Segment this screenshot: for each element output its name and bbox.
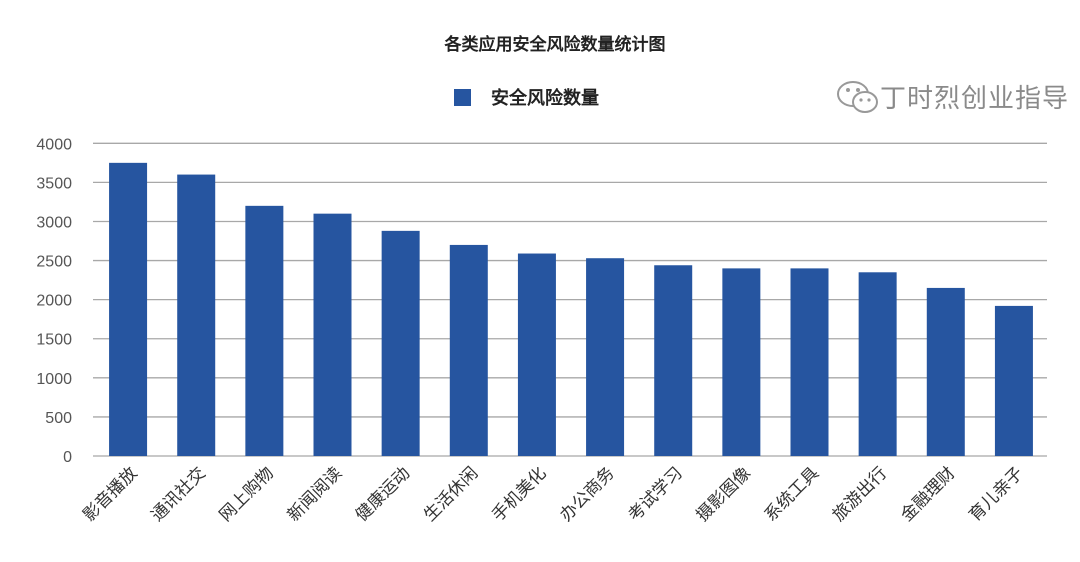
x-tick-label: 系统工具 xyxy=(761,463,823,525)
legend: 安全风险数量 xyxy=(454,84,599,110)
bar xyxy=(654,265,693,456)
x-tick-label: 金融理财 xyxy=(897,463,959,525)
bar xyxy=(517,253,556,456)
x-tick-label: 摄影图像 xyxy=(693,463,755,525)
bar xyxy=(926,287,965,456)
bar xyxy=(313,213,352,456)
x-tick-label: 手机美化 xyxy=(488,463,550,525)
watermark-text: 丁时烈创业指导 xyxy=(880,84,1070,114)
y-tick-label: 1000 xyxy=(36,371,72,388)
y-tick-label: 3000 xyxy=(36,214,72,231)
x-tick-label: 考试学习 xyxy=(625,463,687,525)
bar xyxy=(449,244,488,456)
bar xyxy=(994,305,1033,456)
bar xyxy=(245,205,284,456)
x-tick-label: 健康运动 xyxy=(352,463,414,525)
x-tick-label: 生活休闲 xyxy=(420,463,482,525)
watermark: 丁时烈创业指导 xyxy=(836,78,1069,115)
bar xyxy=(177,174,216,456)
x-tick-label: 网上购物 xyxy=(216,463,278,525)
legend-label: 安全风险数量 xyxy=(491,88,599,109)
legend-swatch xyxy=(454,88,471,106)
wechat-icon xyxy=(837,80,878,113)
bar xyxy=(722,268,761,456)
bar xyxy=(381,230,420,456)
bar xyxy=(109,162,148,456)
x-tick-label: 新闻阅读 xyxy=(284,463,346,525)
y-tick-label: 2000 xyxy=(36,293,72,310)
x-tick-label: 育儿亲子 xyxy=(965,463,1027,525)
x-tick-label: 旅游出行 xyxy=(829,463,891,525)
y-tick-label: 0 xyxy=(63,449,72,466)
chart-title: 各类应用安全风险数量统计图 xyxy=(444,35,666,55)
y-tick-label: 2500 xyxy=(36,254,72,271)
x-tick-label: 办公商务 xyxy=(556,463,618,525)
y-tick-label: 500 xyxy=(45,410,72,427)
bar xyxy=(858,272,897,456)
y-tick-label: 1500 xyxy=(36,332,72,349)
bar xyxy=(586,258,625,456)
x-tick-label: 通讯社交 xyxy=(148,463,210,525)
bar xyxy=(790,268,829,456)
x-tick-label: 影音播放 xyxy=(79,463,141,525)
y-tick-label: 3500 xyxy=(36,175,72,192)
y-tick-label: 4000 xyxy=(36,136,72,153)
